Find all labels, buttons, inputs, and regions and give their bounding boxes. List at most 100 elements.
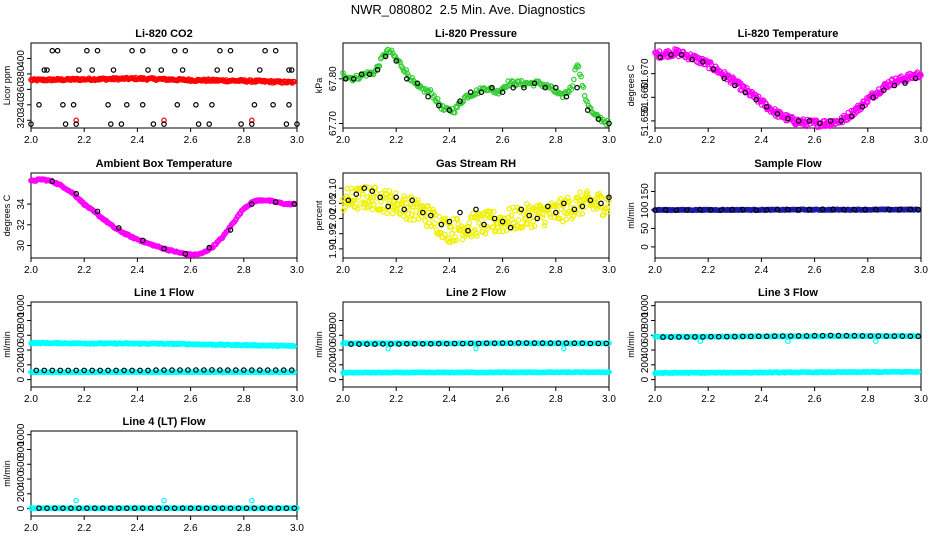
series-line1-high-flow	[28, 339, 298, 350]
data-point	[193, 102, 199, 108]
data-point	[73, 190, 80, 197]
series-temperature-standards	[657, 51, 919, 127]
y-tick-label: 2.00	[328, 208, 339, 228]
y-tick-label: 800	[640, 312, 651, 329]
y-tick-label: 320	[16, 111, 27, 128]
data-point	[763, 333, 770, 340]
data-point	[494, 87, 501, 94]
data-point	[875, 333, 882, 339]
series-line4-spikes	[73, 497, 255, 504]
data-point	[256, 67, 263, 73]
data-point	[579, 340, 586, 347]
data-point	[435, 340, 442, 347]
data-point	[579, 203, 586, 210]
data-point	[105, 367, 111, 374]
data-point	[400, 213, 407, 219]
data-point	[795, 206, 802, 213]
data-point	[575, 211, 582, 217]
data-point	[354, 206, 361, 212]
x-tick-label: 2.4	[754, 135, 768, 146]
data-point	[62, 121, 69, 127]
data-point	[158, 67, 165, 73]
series-co2-outliers	[73, 117, 255, 124]
data-point	[193, 367, 199, 373]
data-point	[604, 117, 611, 124]
data-point	[378, 199, 384, 205]
data-point	[547, 340, 554, 346]
data-point	[883, 333, 890, 339]
data-point	[177, 367, 183, 373]
y-tick-label: 800	[16, 312, 27, 329]
data-point	[348, 341, 354, 347]
chart-title: Line 2 Flow	[446, 287, 506, 299]
data-point	[563, 216, 570, 223]
data-point	[28, 121, 34, 127]
x-tick-label: 2.8	[861, 135, 875, 146]
data-point	[345, 197, 352, 204]
data-point	[393, 58, 400, 64]
data-point	[519, 223, 526, 230]
data-point	[113, 367, 119, 374]
data-point	[249, 367, 255, 373]
data-point	[169, 367, 175, 373]
data-point	[217, 367, 223, 373]
data-point	[763, 207, 770, 213]
data-point	[374, 67, 381, 73]
data-point	[496, 228, 503, 235]
data-point	[473, 206, 479, 213]
data-point	[531, 340, 538, 346]
data-point	[774, 111, 781, 117]
data-point	[915, 368, 922, 375]
data-point	[451, 340, 458, 347]
y-tick-label: 1.90	[328, 239, 339, 259]
y-axis-label: kPa	[314, 78, 324, 94]
data-point	[580, 84, 587, 91]
data-point	[70, 102, 77, 108]
data-point	[656, 48, 663, 54]
data-point	[830, 206, 837, 213]
data-point	[606, 194, 612, 201]
data-point	[747, 333, 754, 340]
data-point	[482, 230, 489, 237]
y-tick-label: 0	[640, 376, 651, 382]
data-point	[76, 67, 82, 73]
data-point	[425, 87, 431, 94]
chart-panel-8: Line 2 Flow ml/min 2.0 2.2 2.4 2.6 2.8 3.0 0 2004…	[314, 287, 616, 405]
data-point	[393, 194, 400, 201]
y-tick-label: 200	[328, 356, 339, 373]
data-point	[587, 340, 594, 347]
y-tick-label: 600	[16, 326, 27, 343]
data-point	[161, 121, 167, 127]
x-tick-label: 2.0	[648, 265, 662, 276]
data-point	[370, 194, 377, 201]
data-point	[785, 338, 791, 345]
plot-frame	[342, 42, 610, 129]
x-tick-label: 2.8	[237, 523, 251, 534]
data-point	[403, 76, 410, 82]
y-tick-label: 30	[16, 240, 27, 252]
data-point	[785, 206, 791, 213]
data-point	[851, 206, 858, 213]
data-point	[601, 208, 607, 215]
data-point	[581, 198, 588, 204]
chart-title: Gas Stream RH	[436, 158, 516, 170]
data-point	[708, 207, 714, 213]
data-point	[891, 82, 898, 89]
data-point	[697, 206, 704, 213]
data-point	[283, 121, 290, 127]
data-point	[523, 340, 530, 346]
series-line2-low-flow	[340, 369, 612, 376]
data-point	[577, 189, 584, 196]
data-point	[409, 197, 416, 204]
data-point	[753, 96, 759, 103]
data-point	[171, 505, 178, 512]
data-point	[272, 367, 279, 373]
data-point	[472, 215, 479, 221]
data-point	[163, 505, 170, 512]
data-point	[57, 367, 64, 374]
data-point	[251, 102, 258, 108]
y-axis-label: ml/min	[626, 202, 636, 229]
data-point	[108, 121, 114, 127]
y-tick-label: 67.70	[328, 111, 339, 136]
x-tick-label: 2.2	[77, 523, 91, 534]
